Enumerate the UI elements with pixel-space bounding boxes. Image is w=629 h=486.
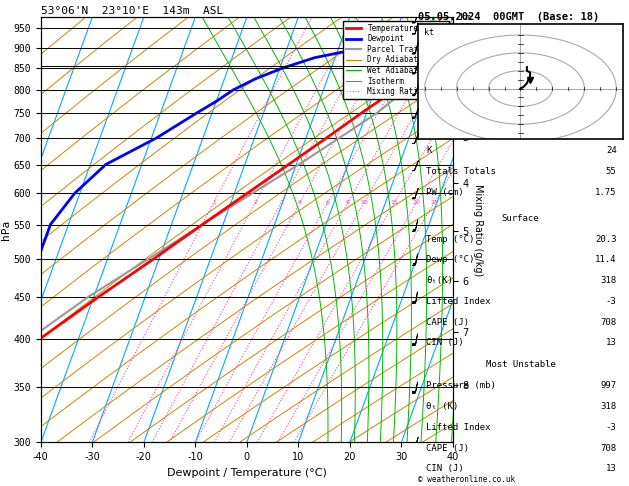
Text: K: K bbox=[426, 146, 432, 155]
Text: 13: 13 bbox=[606, 464, 616, 473]
Text: 318: 318 bbox=[601, 276, 616, 285]
Y-axis label: Mixing Ratio (g/kg): Mixing Ratio (g/kg) bbox=[473, 184, 482, 276]
Text: 2: 2 bbox=[253, 200, 257, 205]
Text: -3: -3 bbox=[606, 297, 616, 306]
Text: 24: 24 bbox=[606, 146, 616, 155]
Text: kt: kt bbox=[425, 28, 435, 37]
Text: CIN (J): CIN (J) bbox=[426, 464, 464, 473]
Text: CAPE (J): CAPE (J) bbox=[426, 444, 469, 452]
Text: 6: 6 bbox=[326, 200, 330, 205]
Text: Surface: Surface bbox=[502, 214, 539, 223]
Text: CIN (J): CIN (J) bbox=[426, 338, 464, 347]
Text: © weatheronline.co.uk: © weatheronline.co.uk bbox=[418, 474, 515, 484]
Text: Dewp (°C): Dewp (°C) bbox=[426, 255, 475, 264]
Text: 20: 20 bbox=[413, 200, 421, 205]
Text: θₜ (K): θₜ (K) bbox=[426, 402, 459, 411]
Text: 05.05.2024  00GMT  (Base: 18): 05.05.2024 00GMT (Base: 18) bbox=[418, 12, 599, 22]
Text: 15: 15 bbox=[391, 200, 398, 205]
Text: Most Unstable: Most Unstable bbox=[486, 360, 555, 369]
Text: PW (cm): PW (cm) bbox=[426, 188, 464, 197]
Text: 13: 13 bbox=[606, 338, 616, 347]
Text: Totals Totals: Totals Totals bbox=[426, 167, 496, 176]
Text: 1.75: 1.75 bbox=[595, 188, 616, 197]
Text: km
ASL: km ASL bbox=[460, 13, 476, 32]
Text: LCL: LCL bbox=[460, 62, 476, 70]
Text: 4: 4 bbox=[298, 200, 302, 205]
Text: 20.3: 20.3 bbox=[595, 235, 616, 243]
X-axis label: Dewpoint / Temperature (°C): Dewpoint / Temperature (°C) bbox=[167, 468, 327, 478]
Text: 997: 997 bbox=[601, 381, 616, 390]
Text: 708: 708 bbox=[601, 318, 616, 327]
Y-axis label: hPa: hPa bbox=[1, 220, 11, 240]
Text: 318: 318 bbox=[601, 402, 616, 411]
Text: Lifted Index: Lifted Index bbox=[426, 423, 491, 432]
Text: -3: -3 bbox=[606, 423, 616, 432]
Text: Pressure (mb): Pressure (mb) bbox=[426, 381, 496, 390]
Text: 3: 3 bbox=[279, 200, 283, 205]
Text: 25: 25 bbox=[430, 200, 438, 205]
Text: 708: 708 bbox=[601, 444, 616, 452]
Text: θₜ(K): θₜ(K) bbox=[426, 276, 454, 285]
Text: 10: 10 bbox=[360, 200, 368, 205]
Text: 1: 1 bbox=[212, 200, 216, 205]
Text: 11.4: 11.4 bbox=[595, 255, 616, 264]
Text: 55: 55 bbox=[606, 167, 616, 176]
Text: 8: 8 bbox=[346, 200, 350, 205]
Text: CAPE (J): CAPE (J) bbox=[426, 318, 469, 327]
Text: Temp (°C): Temp (°C) bbox=[426, 235, 475, 243]
Text: 53°06'N  23°10'E  143m  ASL: 53°06'N 23°10'E 143m ASL bbox=[41, 6, 223, 16]
Legend: Temperature, Dewpoint, Parcel Trajectory, Dry Adiabat, Wet Adiabat, Isotherm, Mi: Temperature, Dewpoint, Parcel Trajectory… bbox=[343, 21, 449, 99]
Text: Lifted Index: Lifted Index bbox=[426, 297, 491, 306]
